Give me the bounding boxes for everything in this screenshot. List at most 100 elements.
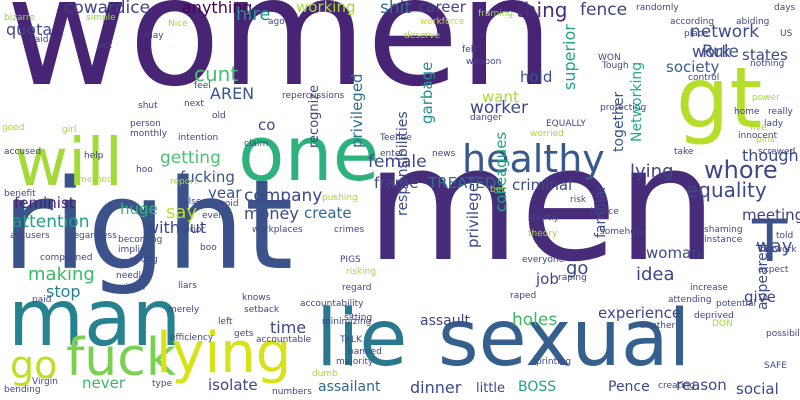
word: right: [2, 154, 294, 298]
word: setback: [244, 305, 280, 315]
word: efficiency: [170, 333, 214, 343]
word: monthly: [130, 129, 168, 139]
word: dumb: [312, 369, 338, 379]
word: instance: [704, 235, 743, 245]
word: go: [566, 258, 589, 279]
word: without: [146, 218, 207, 237]
word: becoming: [118, 235, 163, 245]
word: lady: [764, 119, 784, 129]
word: little: [476, 381, 506, 396]
word: told: [776, 231, 794, 241]
word: criminal: [512, 176, 573, 194]
word: create: [304, 204, 352, 222]
word: women: [6, 0, 554, 120]
word: printing: [536, 357, 572, 367]
word: attention: [12, 212, 90, 232]
word: hoo: [136, 165, 153, 175]
word: take: [674, 147, 694, 157]
word: Notice: [590, 207, 619, 217]
word: isolate: [208, 376, 258, 394]
word: co: [258, 116, 276, 134]
word: fence: [580, 0, 628, 20]
word: potential: [716, 299, 757, 309]
word: numbers: [272, 387, 312, 397]
word: DON: [712, 319, 733, 329]
word: bet: [490, 185, 505, 195]
word: female: [368, 152, 427, 172]
word: risking: [346, 267, 377, 277]
word: TREATED: [428, 174, 497, 192]
word: regardless: [70, 231, 117, 241]
word: liars: [178, 281, 197, 291]
word: report: [170, 177, 198, 187]
word: deprived: [694, 311, 734, 321]
word: power: [752, 93, 780, 103]
word: good: [2, 123, 25, 133]
word: thing: [516, 0, 568, 22]
word: bizarre: [4, 13, 36, 23]
word: minimizing: [322, 317, 372, 327]
word: give: [744, 288, 776, 306]
word: making: [28, 264, 95, 285]
word: somehow: [600, 227, 644, 237]
word: assault: [420, 313, 470, 329]
word: next: [184, 99, 204, 109]
word: five: [750, 123, 767, 133]
word: abiding: [736, 17, 770, 27]
word: network: [690, 22, 760, 42]
word: left: [218, 317, 233, 327]
word: whore: [704, 156, 778, 184]
word: really: [768, 107, 793, 117]
word: regard: [342, 283, 372, 293]
word: control: [688, 73, 720, 83]
word: home: [734, 107, 760, 117]
word: privileges: [464, 175, 482, 248]
word: experience: [598, 304, 682, 322]
word: US: [780, 29, 793, 39]
word: person: [130, 119, 161, 129]
word: act: [98, 41, 112, 51]
word: feel: [194, 81, 211, 91]
word: WON: [598, 53, 621, 63]
word: holes: [512, 310, 558, 330]
word: say: [166, 202, 198, 223]
word: enter: [380, 149, 405, 159]
word: creating: [658, 381, 695, 391]
word: fuck: [66, 328, 176, 388]
word: boo: [200, 243, 217, 253]
word: worried: [530, 129, 564, 139]
word: reason: [676, 376, 727, 394]
word: gets: [234, 329, 254, 339]
word: screwed: [758, 147, 796, 157]
word: wrong: [130, 255, 158, 265]
word: help: [84, 151, 104, 161]
word: danger: [470, 113, 502, 123]
word: protecting: [600, 103, 647, 113]
word: superior: [560, 24, 579, 90]
word: banned: [348, 347, 382, 357]
word: quota: [6, 20, 53, 39]
word: nothing: [750, 59, 785, 69]
word: frame: [374, 174, 419, 192]
word: company: [244, 186, 323, 206]
word: avoid: [214, 199, 239, 209]
word: Pence: [608, 379, 650, 395]
word: repercussions: [282, 91, 345, 101]
word: getting: [160, 148, 221, 168]
word: accusers: [10, 231, 50, 241]
word: want: [482, 88, 519, 106]
word: way: [756, 236, 793, 257]
word: ago: [268, 17, 285, 27]
word: go: [10, 343, 58, 387]
word: innocent: [738, 131, 778, 141]
word: huge: [120, 200, 158, 218]
word: everyone: [522, 255, 565, 265]
word: intention: [178, 133, 219, 143]
word: pins: [756, 135, 775, 145]
word: complained: [40, 253, 93, 263]
word: men: [366, 113, 718, 297]
word: news: [432, 149, 456, 159]
word: lying: [630, 161, 674, 182]
word: money: [244, 204, 299, 223]
